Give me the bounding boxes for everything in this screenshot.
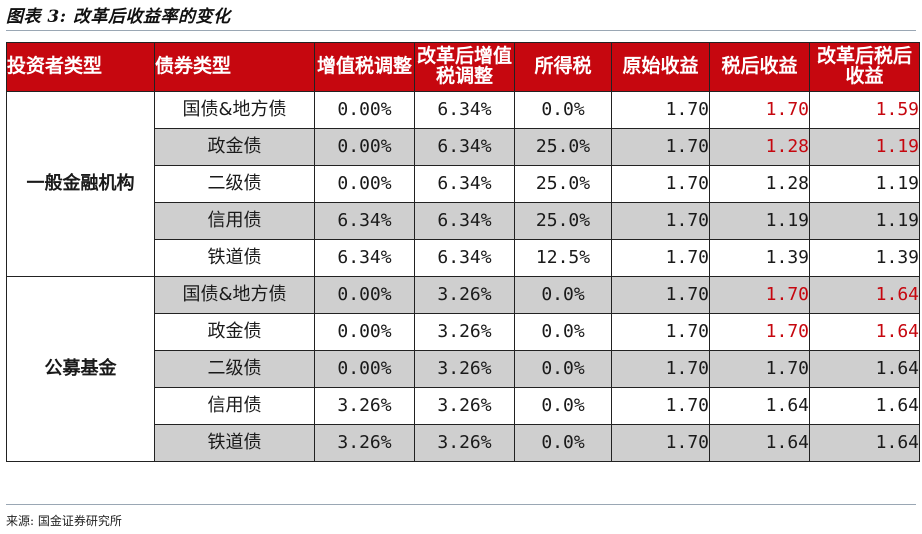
original-yield-cell: 1.70 xyxy=(611,350,710,388)
vat-adjust-cell: 0.00% xyxy=(314,165,415,203)
original-yield-cell: 1.70 xyxy=(611,276,710,314)
vat-adjust-cell: 6.34% xyxy=(314,239,415,277)
table-row: 铁道债 3.26% 3.26% 0.0% 1.70 1.64 1.64 xyxy=(7,424,920,462)
vat-adjust-cell: 3.26% xyxy=(314,424,415,462)
after-tax-yield-cell: 1.70 xyxy=(709,350,810,388)
title-divider xyxy=(6,30,916,31)
bond-type-cell: 国债&地方债 xyxy=(154,91,315,129)
reform-after-tax-yield-cell: 1.39 xyxy=(809,239,920,277)
original-yield-cell: 1.70 xyxy=(611,313,710,351)
vat-adjust-cell: 0.00% xyxy=(314,313,415,351)
bond-type-cell: 信用债 xyxy=(154,202,315,240)
vat-adjust-cell: 0.00% xyxy=(314,128,415,166)
original-yield-cell: 1.70 xyxy=(611,424,710,462)
after-tax-yield-cell: 1.70 xyxy=(709,276,810,314)
investor-type-cell: 公募基金 xyxy=(6,276,155,462)
table-row: 政金债 0.00% 3.26% 0.0% 1.70 1.70 1.64 xyxy=(7,313,920,351)
bond-type-cell: 政金债 xyxy=(154,313,315,351)
original-yield-cell: 1.70 xyxy=(611,165,710,203)
original-yield-cell: 1.70 xyxy=(611,239,710,277)
header-investor-type: 投资者类型 xyxy=(6,42,155,92)
header-row: 投资者类型 债券类型 增值税调整 改革后增值税调整 所得税 原始收益 税后收益 … xyxy=(6,42,920,92)
reform-after-tax-yield-cell: 1.64 xyxy=(809,387,920,425)
original-yield-cell: 1.70 xyxy=(611,387,710,425)
reform-vat-adjust-cell: 3.26% xyxy=(414,387,515,425)
income-tax-cell: 0.0% xyxy=(514,424,612,462)
income-tax-cell: 25.0% xyxy=(514,165,612,203)
footer-divider xyxy=(6,504,916,505)
table-row: 政金债 0.00% 6.34% 25.0% 1.70 1.28 1.19 xyxy=(7,128,920,166)
after-tax-yield-cell: 1.28 xyxy=(709,128,810,166)
header-reform-after-tax-yield: 改革后税后收益 xyxy=(809,42,920,92)
bond-type-cell: 政金债 xyxy=(154,128,315,166)
after-tax-yield-cell: 1.28 xyxy=(709,165,810,203)
after-tax-yield-cell: 1.19 xyxy=(709,202,810,240)
reform-after-tax-yield-cell: 1.19 xyxy=(809,128,920,166)
bond-type-cell: 二级债 xyxy=(154,350,315,388)
reform-vat-adjust-cell: 3.26% xyxy=(414,424,515,462)
after-tax-yield-cell: 1.64 xyxy=(709,424,810,462)
reform-vat-adjust-cell: 3.26% xyxy=(414,350,515,388)
after-tax-yield-cell: 1.70 xyxy=(709,91,810,129)
reform-after-tax-yield-cell: 1.64 xyxy=(809,313,920,351)
vat-adjust-cell: 6.34% xyxy=(314,202,415,240)
vat-adjust-cell: 3.26% xyxy=(314,387,415,425)
header-bond-type: 债券类型 xyxy=(154,42,315,92)
reform-vat-adjust-cell: 6.34% xyxy=(414,165,515,203)
table-row: 二级债 0.00% 3.26% 0.0% 1.70 1.70 1.64 xyxy=(7,350,920,388)
reform-vat-adjust-cell: 6.34% xyxy=(414,202,515,240)
reform-after-tax-yield-cell: 1.19 xyxy=(809,165,920,203)
income-tax-cell: 0.0% xyxy=(514,387,612,425)
table-row: 信用债 3.26% 3.26% 0.0% 1.70 1.64 1.64 xyxy=(7,387,920,425)
reform-vat-adjust-cell: 6.34% xyxy=(414,128,515,166)
after-tax-yield-cell: 1.64 xyxy=(709,387,810,425)
yield-table: 投资者类型 债券类型 增值税调整 改革后增值税调整 所得税 原始收益 税后收益 … xyxy=(6,42,920,462)
table-row: 铁道债 6.34% 6.34% 12.5% 1.70 1.39 1.39 xyxy=(7,239,920,277)
reform-vat-adjust-cell: 6.34% xyxy=(414,91,515,129)
income-tax-cell: 0.0% xyxy=(514,350,612,388)
bond-type-cell: 铁道债 xyxy=(154,424,315,462)
original-yield-cell: 1.70 xyxy=(611,202,710,240)
reform-vat-adjust-cell: 3.26% xyxy=(414,313,515,351)
reform-after-tax-yield-cell: 1.59 xyxy=(809,91,920,129)
reform-vat-adjust-cell: 6.34% xyxy=(414,239,515,277)
bond-type-cell: 铁道债 xyxy=(154,239,315,277)
original-yield-cell: 1.70 xyxy=(611,91,710,129)
reform-vat-adjust-cell: 3.26% xyxy=(414,276,515,314)
income-tax-cell: 12.5% xyxy=(514,239,612,277)
income-tax-cell: 0.0% xyxy=(514,313,612,351)
bond-type-cell: 二级债 xyxy=(154,165,315,203)
after-tax-yield-cell: 1.39 xyxy=(709,239,810,277)
header-after-tax-yield: 税后收益 xyxy=(709,42,810,92)
vat-adjust-cell: 0.00% xyxy=(314,91,415,129)
table-row: 一般金融机构 国债&地方债 0.00% 6.34% 0.0% 1.70 1.70 1.59 xyxy=(6,91,920,277)
table-row: 公募基金 国债&地方债 0.00% 3.26% 0.0% 1.70 1.70 1.64 xyxy=(6,276,920,462)
reform-after-tax-yield-cell: 1.64 xyxy=(809,424,920,462)
vat-adjust-cell: 0.00% xyxy=(314,276,415,314)
bond-type-cell: 国债&地方债 xyxy=(154,276,315,314)
after-tax-yield-cell: 1.70 xyxy=(709,313,810,351)
header-income-tax: 所得税 xyxy=(514,42,612,92)
original-yield-cell: 1.70 xyxy=(611,128,710,166)
vat-adjust-cell: 0.00% xyxy=(314,350,415,388)
reform-after-tax-yield-cell: 1.64 xyxy=(809,276,920,314)
table-body: 一般金融机构 国债&地方债 0.00% 6.34% 0.0% 1.70 1.70 1.59 政金… xyxy=(6,91,920,462)
reform-after-tax-yield-cell: 1.19 xyxy=(809,202,920,240)
income-tax-cell: 0.0% xyxy=(514,91,612,129)
income-tax-cell: 25.0% xyxy=(514,128,612,166)
reform-after-tax-yield-cell: 1.64 xyxy=(809,350,920,388)
header-original-yield: 原始收益 xyxy=(611,42,710,92)
income-tax-cell: 25.0% xyxy=(514,202,612,240)
figure-title: 图表 3: 改革后收益率的变化 xyxy=(6,7,231,27)
investor-type-cell: 一般金融机构 xyxy=(6,91,155,277)
source-note: 来源: 国金证券研究所 xyxy=(6,514,122,528)
income-tax-cell: 0.0% xyxy=(514,276,612,314)
table-row: 信用债 6.34% 6.34% 25.0% 1.70 1.19 1.19 xyxy=(7,202,920,240)
bond-type-cell: 信用债 xyxy=(154,387,315,425)
table-row: 二级债 0.00% 6.34% 25.0% 1.70 1.28 1.19 xyxy=(7,165,920,203)
header-reform-vat-adjust: 改革后增值税调整 xyxy=(414,42,515,92)
header-vat-adjust: 增值税调整 xyxy=(314,42,415,92)
